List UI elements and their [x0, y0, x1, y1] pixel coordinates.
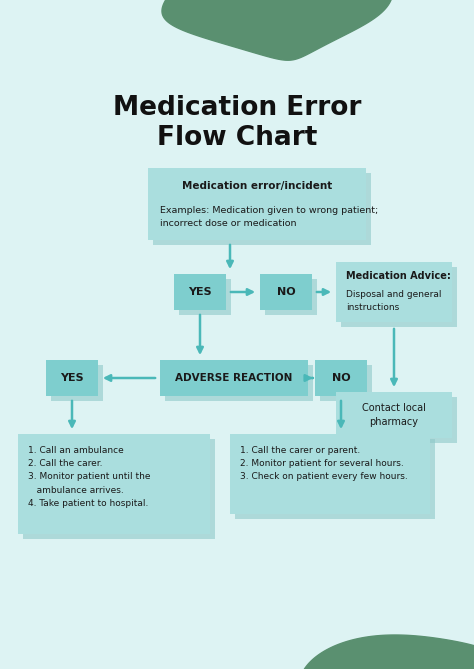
Text: NO: NO: [332, 373, 350, 383]
Text: YES: YES: [188, 287, 212, 297]
Text: NO: NO: [277, 287, 295, 297]
Polygon shape: [300, 635, 474, 669]
FancyBboxPatch shape: [341, 267, 457, 327]
FancyBboxPatch shape: [148, 168, 366, 240]
FancyBboxPatch shape: [260, 274, 312, 310]
Text: Contact local
pharmacy: Contact local pharmacy: [362, 403, 426, 427]
Text: Medication Advice:: Medication Advice:: [346, 271, 451, 281]
FancyBboxPatch shape: [174, 274, 226, 310]
FancyBboxPatch shape: [18, 434, 210, 534]
FancyBboxPatch shape: [165, 365, 313, 401]
FancyBboxPatch shape: [341, 397, 457, 443]
Text: Examples: Medication given to wrong patient;
incorrect dose or medication: Examples: Medication given to wrong pati…: [160, 206, 378, 227]
FancyBboxPatch shape: [230, 434, 430, 514]
Text: YES: YES: [60, 373, 84, 383]
FancyBboxPatch shape: [320, 365, 372, 401]
Text: Medication Error: Medication Error: [113, 95, 361, 121]
FancyBboxPatch shape: [51, 365, 103, 401]
Text: ADVERSE REACTION: ADVERSE REACTION: [175, 373, 292, 383]
FancyBboxPatch shape: [235, 439, 435, 519]
Polygon shape: [162, 0, 393, 60]
Text: Medication error/incident: Medication error/incident: [182, 181, 332, 191]
FancyBboxPatch shape: [46, 360, 98, 396]
Text: 1. Call the carer or parent.
2. Monitor patient for several hours.
3. Check on p: 1. Call the carer or parent. 2. Monitor …: [240, 446, 408, 482]
FancyBboxPatch shape: [336, 262, 452, 322]
FancyBboxPatch shape: [153, 173, 371, 245]
FancyBboxPatch shape: [265, 279, 317, 315]
Text: Flow Chart: Flow Chart: [157, 125, 317, 151]
FancyBboxPatch shape: [315, 360, 367, 396]
FancyBboxPatch shape: [179, 279, 231, 315]
Text: 1. Call an ambulance
2. Call the carer.
3. Monitor patient until the
   ambulanc: 1. Call an ambulance 2. Call the carer. …: [28, 446, 151, 508]
FancyBboxPatch shape: [160, 360, 308, 396]
FancyBboxPatch shape: [23, 439, 215, 539]
Text: Disposal and general
instructions: Disposal and general instructions: [346, 290, 441, 312]
FancyBboxPatch shape: [336, 392, 452, 438]
